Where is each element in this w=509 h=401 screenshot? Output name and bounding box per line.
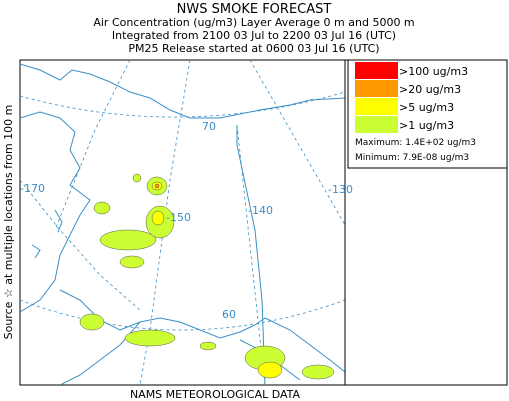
source-label: Source ☆ at multiple locations from 100 … [2, 105, 15, 340]
graticule [20, 60, 345, 385]
legend-swatch [355, 98, 398, 115]
legend-label: >20 ug/m3 [399, 83, 461, 96]
legend-swatch [355, 62, 398, 79]
footer: NAMS METEOROLOGICAL DATA [130, 388, 301, 401]
title: NWS SMOKE FORECAST [177, 2, 332, 17]
legend-swatch [355, 116, 398, 133]
legend-swatch [355, 80, 398, 97]
smoke-plumes [79, 173, 335, 380]
legend: >100 ug/m3 >20 ug/m3 >5 ug/m3 >1 ug/m3 [355, 62, 468, 133]
legend-label: >1 ug/m3 [399, 119, 454, 132]
map-label: 70 [202, 120, 216, 133]
map-label: -150 [166, 211, 191, 224]
subtitle: PM25 Release started at 0600 03 Jul 16 (… [128, 42, 379, 55]
maximum: Maximum: 1.4E+02 ug/m3 [355, 138, 476, 148]
legend-box [347, 59, 508, 169]
legend-label: >5 ug/m3 [399, 101, 454, 114]
map-label: -130 [328, 183, 353, 196]
map [19, 59, 346, 386]
map-label: 60 [222, 308, 236, 321]
subtitle: Integrated from 2100 03 Jul to 2200 03 J… [112, 29, 396, 42]
subtitle: Air Concentration (ug/m3) Layer Average … [93, 16, 414, 29]
map-label: -170 [20, 182, 45, 195]
map-label: -140 [248, 204, 273, 217]
legend-label: >100 ug/m3 [399, 65, 468, 78]
minimum: Minimum: 7.9E-08 ug/m3 [355, 153, 469, 163]
